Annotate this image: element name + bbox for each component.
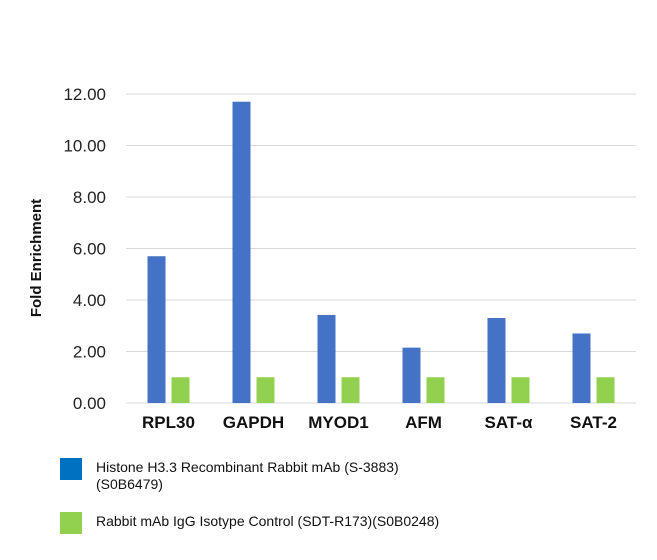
y-axis-title: Fold Enrichment xyxy=(28,199,45,317)
bar-series-2-MYOD1 xyxy=(341,377,360,403)
x-category-label: AFM xyxy=(405,413,442,432)
legend-label-series-1-line-2: (S0B6479) xyxy=(96,476,163,492)
x-category-label: MYOD1 xyxy=(308,413,368,432)
bar-series-2-SAT-2 xyxy=(596,377,615,403)
x-axis-category-labels: RPL30 GAPDH MYOD1 AFM SAT-α SAT-2 xyxy=(142,413,617,432)
bars xyxy=(147,101,615,403)
bar-series-1-AFM xyxy=(402,347,421,403)
y-tick-label: 4.00 xyxy=(73,291,106,310)
bar-chart: 0.00 2.00 4.00 6.00 8.00 10.00 12.00 RPL30 GAPD… xyxy=(28,85,636,432)
y-tick-label: 8.00 xyxy=(73,188,106,207)
bar-series-1-SAT-α xyxy=(487,318,506,403)
legend-swatch-series-1 xyxy=(60,458,82,480)
bar-series-1-GAPDH xyxy=(232,101,251,403)
legend-label-series-2: Rabbit mAb IgG Isotype Control (SDT-R173… xyxy=(96,512,439,530)
legend-swatch-series-2 xyxy=(60,512,82,534)
y-tick-label: 2.00 xyxy=(73,343,106,362)
bar-series-1-RPL30 xyxy=(147,256,166,403)
bar-series-1-MYOD1 xyxy=(317,314,336,403)
legend-label-series-2-line-1: Rabbit mAb IgG Isotype Control (SDT-R173… xyxy=(96,513,440,529)
y-axis-tick-labels: 0.00 2.00 4.00 6.00 8.00 10.00 12.00 xyxy=(63,85,106,413)
legend-label-series-1: Histone H3.3 Recombinant Rabbit mAb (S-3… xyxy=(96,458,399,493)
x-category-label: SAT-α xyxy=(485,413,533,432)
bar-series-2-SAT-α xyxy=(511,377,530,403)
gridlines xyxy=(126,93,636,404)
y-tick-label: 10.00 xyxy=(63,137,106,156)
legend-item-series-2: Rabbit mAb IgG Isotype Control (SDT-R173… xyxy=(60,512,439,534)
bar-series-2-AFM xyxy=(426,377,445,403)
bar-series-1-SAT-2 xyxy=(572,333,591,403)
y-tick-label: 6.00 xyxy=(73,240,106,259)
y-tick-label: 0.00 xyxy=(73,394,106,413)
legend-item-series-1: Histone H3.3 Recombinant Rabbit mAb (S-3… xyxy=(60,458,399,493)
legend-label-series-1-line-1: Histone H3.3 Recombinant Rabbit mAb (S-3… xyxy=(96,459,399,475)
bar-series-2-RPL30 xyxy=(171,377,190,403)
bar-series-2-GAPDH xyxy=(256,377,275,403)
x-category-label: RPL30 xyxy=(142,413,195,432)
y-tick-label: 12.00 xyxy=(63,85,106,104)
x-category-label: GAPDH xyxy=(223,413,284,432)
x-category-label: SAT-2 xyxy=(570,413,617,432)
